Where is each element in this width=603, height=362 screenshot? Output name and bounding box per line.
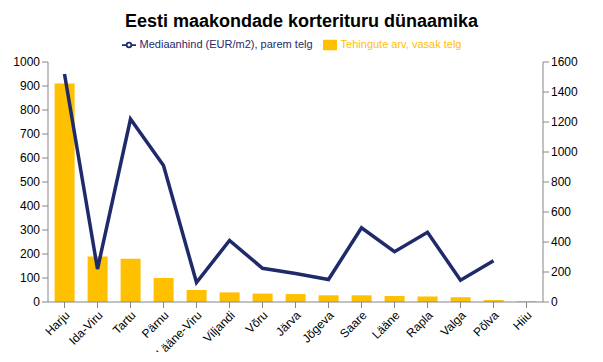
svg-text:1200: 1200	[551, 115, 578, 129]
svg-text:Pärnu: Pärnu	[139, 308, 172, 341]
svg-text:Lääne-Viru: Lääne-Viru	[153, 308, 204, 352]
html-text:Tehingute arv, vasak telg: Tehingute arv, vasak telg	[340, 38, 462, 50]
svg-text:600: 600	[20, 151, 40, 165]
svg-text:Valga: Valga	[438, 308, 469, 339]
svg-text:900: 900	[20, 79, 40, 93]
svg-text:400: 400	[551, 235, 571, 249]
svg-text:Viljandi: Viljandi	[201, 308, 238, 345]
html-text:Mediaanhind (EUR/m2), parem te: Mediaanhind (EUR/m2), parem telg	[139, 38, 313, 50]
svg-text:1000: 1000	[13, 55, 40, 69]
svg-text:600: 600	[551, 205, 571, 219]
svg-text:Põlva: Põlva	[471, 308, 502, 339]
svg-text:Rapla: Rapla	[404, 308, 436, 340]
svg-text:Tartu: Tartu	[110, 308, 139, 337]
svg-text:200: 200	[20, 247, 40, 261]
svg-text:100: 100	[20, 271, 40, 285]
svg-text:1000: 1000	[551, 145, 578, 159]
html-text:Eesti maakondade korterituru d: Eesti maakondade korterituru dünaamika	[124, 11, 478, 31]
svg-text:Jõgeva: Jõgeva	[299, 308, 336, 345]
svg-text:800: 800	[551, 175, 571, 189]
svg-text:200: 200	[551, 265, 571, 279]
svg-text:Ida-Viru: Ida-Viru	[66, 308, 105, 347]
svg-text:800: 800	[20, 103, 40, 117]
svg-text:1400: 1400	[551, 85, 578, 99]
svg-text:Saare: Saare	[337, 308, 370, 341]
svg-text:Hiiu: Hiiu	[510, 308, 535, 333]
svg-text:400: 400	[20, 199, 40, 213]
svg-text:300: 300	[20, 223, 40, 237]
svg-text:1600: 1600	[551, 55, 578, 69]
svg-text:Lääne: Lääne	[369, 308, 403, 342]
svg-text:500: 500	[20, 175, 40, 189]
svg-text:0: 0	[33, 295, 40, 309]
svg-text:Harju: Harju	[42, 308, 72, 338]
svg-text:Järva: Järva	[273, 308, 304, 339]
svg-text:700: 700	[20, 127, 40, 141]
svg-text:0: 0	[551, 295, 558, 309]
svg-text:Võru: Võru	[243, 308, 271, 336]
